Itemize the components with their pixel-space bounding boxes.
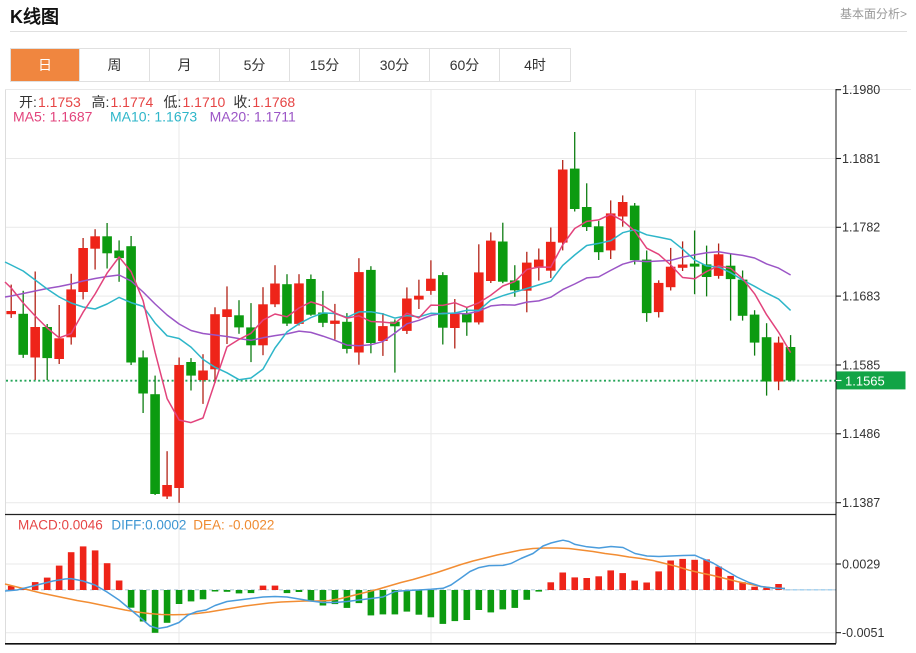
svg-text:收:: 收: (233, 94, 251, 110)
svg-text:MA5: 1.1687: MA5: 1.1687 (13, 109, 93, 125)
svg-text:MACD:0.0046: MACD:0.0046 (18, 518, 103, 533)
svg-text:-0.0051: -0.0051 (842, 626, 884, 640)
svg-text:1.1683: 1.1683 (842, 289, 880, 303)
svg-text:MA10: 1.1673: MA10: 1.1673 (110, 109, 197, 125)
svg-text:0.0029: 0.0029 (842, 557, 880, 571)
svg-text:1.1710: 1.1710 (183, 94, 226, 110)
svg-text:1.1774: 1.1774 (111, 94, 154, 110)
svg-text:1.1585: 1.1585 (842, 358, 880, 372)
svg-text:1.1768: 1.1768 (252, 94, 295, 110)
svg-text:1.1387: 1.1387 (842, 496, 880, 510)
svg-text:1.1486: 1.1486 (842, 427, 880, 441)
svg-text:1.1565: 1.1565 (845, 373, 885, 388)
svg-text:1.1980: 1.1980 (842, 83, 880, 97)
svg-text:高:: 高: (92, 94, 110, 110)
svg-text:1.1881: 1.1881 (842, 152, 880, 166)
svg-text:DEA: -0.0022: DEA: -0.0022 (193, 518, 274, 533)
svg-text:MA20: 1.1711: MA20: 1.1711 (210, 109, 296, 125)
svg-text:低:: 低: (164, 94, 182, 110)
svg-text:开:: 开: (19, 94, 37, 110)
svg-text:1.1782: 1.1782 (842, 221, 880, 235)
svg-text:DIFF:0.0002: DIFF:0.0002 (111, 518, 186, 533)
svg-text:1.1753: 1.1753 (38, 94, 81, 110)
